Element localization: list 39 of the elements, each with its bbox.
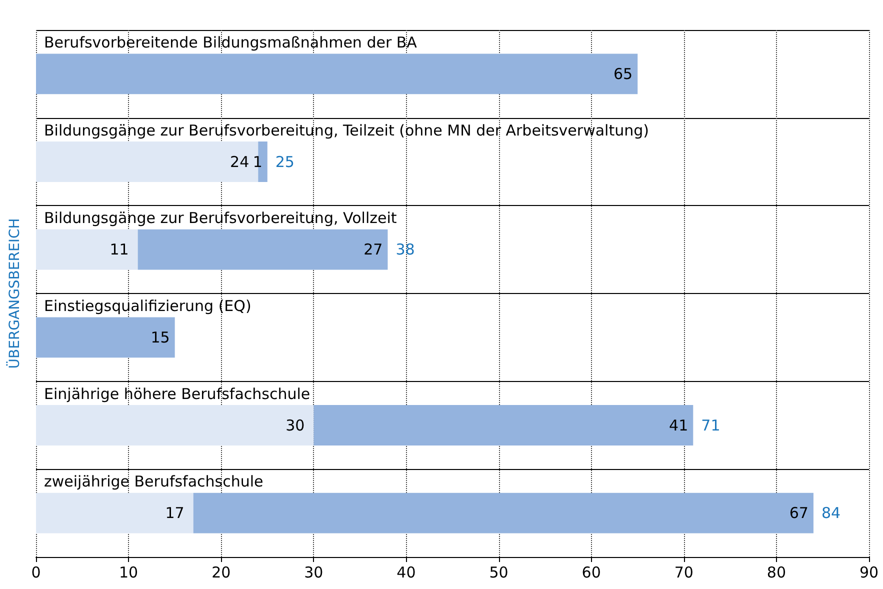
x-tick-label: 30: [304, 564, 324, 582]
x-tick-label: 60: [582, 564, 601, 582]
x-tick-label: 70: [674, 564, 694, 582]
data-label: 15: [150, 328, 170, 346]
y-tick-label: Bildungsgänge zur Berufsvorbereitung, Teilzeit (ohne MN der Arbeitsverwaltung): [44, 121, 649, 140]
total-label: 71: [701, 416, 720, 434]
bar: [36, 405, 314, 446]
bar: [138, 229, 388, 270]
bar: [36, 229, 138, 270]
data-label: 17: [165, 504, 184, 522]
y-tick-label: Bildungsgänge zur Berufsvorbereitung, Vollzeit: [44, 209, 397, 228]
x-tick-label: 50: [489, 564, 508, 582]
bar: [36, 317, 175, 358]
data-label: 41: [669, 416, 688, 434]
x-tick-label: 80: [766, 564, 786, 582]
bar: [36, 492, 194, 534]
x-tick-label: 10: [119, 564, 138, 582]
y-tick-label: Berufsvorbereitende Bildungsmaßnahmen der BA: [44, 33, 418, 52]
y-tick-label: Einstiegsqualifizierung (EQ): [44, 296, 252, 315]
data-label: 30: [286, 416, 305, 434]
total-label: 38: [396, 240, 415, 259]
x-tick-label: 0: [31, 564, 41, 582]
data-label: 65: [614, 64, 633, 83]
y-axis-title: ÜBERGANGSBEREICH: [6, 218, 23, 369]
data-label: 11: [110, 240, 129, 259]
bar: [314, 405, 694, 446]
x-tick-label: 20: [212, 564, 231, 582]
x-tick-label: 90: [859, 564, 879, 582]
total-label: 84: [821, 504, 841, 522]
data-label: 67: [789, 504, 808, 522]
data-label: 24: [230, 152, 250, 171]
bar: [193, 492, 814, 534]
data-label: 27: [364, 240, 383, 259]
total-label: 25: [275, 152, 294, 171]
bar: [36, 54, 638, 94]
y-tick-label: zweijährige Berufsfachschule: [44, 472, 264, 491]
x-tick-label: 40: [396, 564, 416, 582]
y-tick-label: Einjährige höhere Berufsfachschule: [44, 384, 310, 403]
data-label: 1: [252, 152, 262, 171]
